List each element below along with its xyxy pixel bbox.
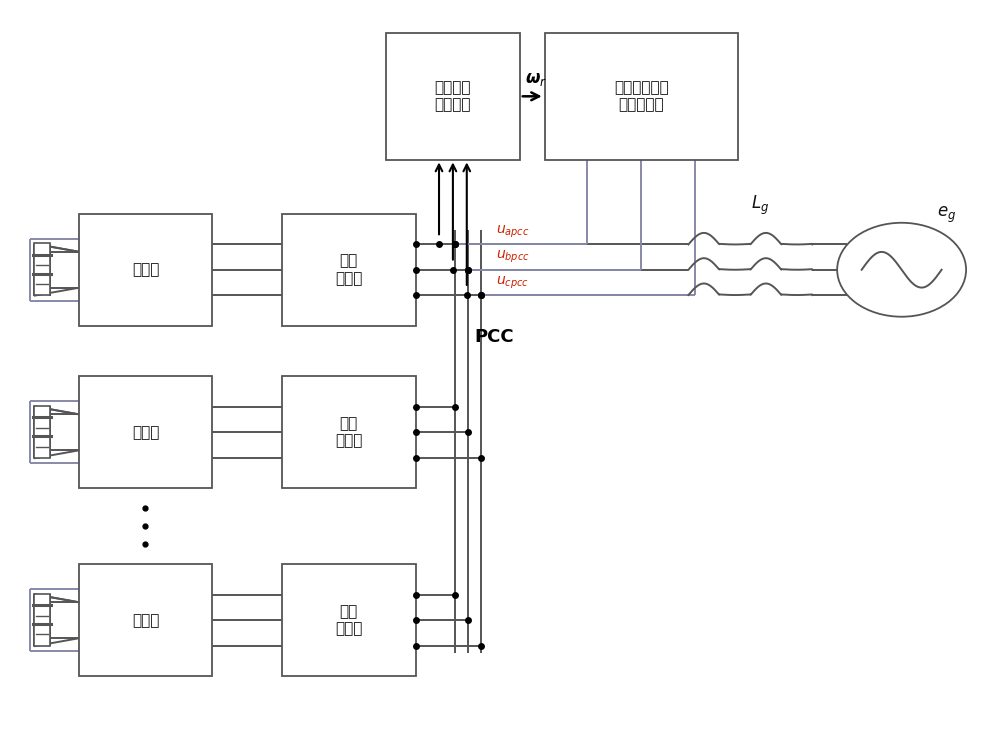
Text: $L_g$: $L_g$ (751, 194, 769, 217)
Text: $u_{cpcc}$: $u_{cpcc}$ (496, 274, 529, 291)
Text: PCC: PCC (475, 327, 514, 346)
Bar (545, 33, 738, 159)
Bar (386, 33, 520, 159)
Text: 输出
滤波器: 输出 滤波器 (335, 416, 362, 449)
Text: $e_g$: $e_g$ (937, 205, 956, 225)
Text: 谐振信息
提取装置: 谐振信息 提取装置 (435, 80, 471, 113)
Circle shape (837, 223, 966, 317)
Text: 输出
滤波器: 输出 滤波器 (335, 604, 362, 637)
Bar (79, 376, 212, 488)
Bar (34, 594, 50, 646)
Bar (79, 213, 212, 326)
Bar (34, 406, 50, 458)
Bar (34, 243, 50, 295)
Text: 集中式无源谐
振抑制装置: 集中式无源谐 振抑制装置 (614, 80, 669, 113)
Text: $\boldsymbol{\omega}_r$: $\boldsymbol{\omega}_r$ (525, 69, 547, 88)
Text: 输出
滤波器: 输出 滤波器 (335, 254, 362, 286)
Text: 逆变器: 逆变器 (132, 425, 159, 440)
Bar (79, 564, 212, 676)
Bar (282, 564, 416, 676)
Text: $u_{bpcc}$: $u_{bpcc}$ (496, 249, 530, 265)
Text: 逆变器: 逆变器 (132, 613, 159, 628)
Bar (282, 376, 416, 488)
Text: $u_{apcc}$: $u_{apcc}$ (496, 224, 530, 240)
Bar (282, 213, 416, 326)
Text: 逆变器: 逆变器 (132, 262, 159, 277)
